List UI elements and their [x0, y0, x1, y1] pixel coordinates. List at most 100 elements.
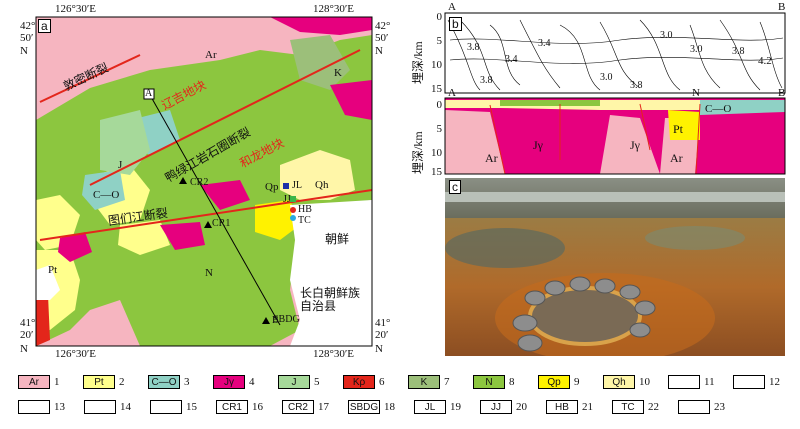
panel-c-letter: c	[449, 180, 461, 194]
label-K: K	[334, 67, 342, 79]
legend-swatch-11	[668, 375, 700, 389]
section-label-CO: C—O	[705, 103, 732, 115]
legend-swatch-3: C—O	[148, 375, 180, 389]
section-N	[500, 100, 600, 106]
section-label-Ar-2: Ar	[670, 151, 683, 165]
profile-b-tick-5: 5	[436, 35, 443, 47]
label-HB: HB	[298, 204, 312, 215]
profile-b-frame	[444, 12, 786, 94]
contour-label-9: 3.8	[480, 75, 493, 86]
legend-number-12: 12	[769, 376, 780, 388]
legend-swatch-10: Qh	[603, 375, 635, 389]
sample-TC	[290, 215, 296, 221]
section-Pt	[668, 110, 700, 140]
legend-number-18: 18	[384, 401, 395, 413]
legend-swatch-12	[733, 375, 765, 389]
legend-swatch-20: JJ	[480, 400, 512, 414]
sample-CR2	[179, 177, 187, 184]
label-county: 长白朝鲜族自治县	[300, 286, 361, 313]
legend-number-9: 9	[574, 376, 580, 388]
section-tick-5: 5	[436, 123, 443, 135]
coord-bottom-left: 126°30′E	[55, 348, 97, 360]
section-ylabel: 埋深/km	[411, 131, 425, 174]
label-TC: TC	[298, 215, 311, 226]
legend-swatch-13	[18, 400, 50, 414]
map-unit-Jg-3	[58, 232, 92, 262]
section-A: A	[448, 87, 456, 99]
contour-label-8: 3.0	[660, 30, 673, 41]
contour-label-2: 3.4	[505, 54, 518, 65]
panel-a-letter: a	[38, 19, 51, 33]
section-label-Pt: Pt	[673, 122, 684, 136]
section-B: B	[778, 87, 786, 99]
fault-yalujiang-south	[39, 189, 373, 241]
panel-b-letter: b	[449, 17, 462, 31]
legend-number-15: 15	[186, 401, 197, 413]
section-label-Ar-1: Ar	[485, 151, 498, 165]
section-Ar-left	[445, 110, 505, 174]
label-A: A	[145, 88, 153, 99]
section-frame	[444, 97, 786, 175]
label-N: N	[205, 267, 213, 279]
profile-b-tick-10: 10	[431, 59, 442, 71]
section-label-Jg-2: Jγ	[630, 138, 640, 152]
section-CO	[700, 100, 785, 115]
section-label-Jg-1: Jγ	[533, 138, 543, 152]
legend-number-10: 10	[639, 376, 650, 388]
legend-number-1: 1	[54, 376, 60, 388]
legend-number-11: 11	[704, 376, 715, 388]
label-JJ: JJ	[283, 194, 291, 205]
legend-number-8: 8	[509, 376, 515, 388]
map-unit-K	[290, 35, 350, 90]
coord-top-left: 126°30′E	[55, 3, 97, 15]
legend-swatch-9: Qp	[538, 375, 570, 389]
legend-number-14: 14	[120, 401, 131, 413]
map-unit-Jg-2	[330, 80, 372, 120]
coord-right-bottom-n: N	[375, 343, 383, 355]
legend-swatch-16: CR1	[216, 400, 248, 414]
sample-CR1	[204, 221, 212, 228]
label-Qp: Qp	[265, 181, 279, 193]
contour-label-3: 3.0	[600, 72, 613, 83]
label-J: J	[118, 159, 123, 171]
legend-number-4: 4	[249, 376, 255, 388]
legend-number-2: 2	[119, 376, 125, 388]
map-unit-Kp	[36, 295, 50, 346]
legend-swatch-17: CR2	[282, 400, 314, 414]
legend-number-13: 13	[54, 401, 65, 413]
label-Qh: Qh	[315, 179, 329, 191]
sample-HB	[290, 207, 296, 213]
legend-swatch-14	[84, 400, 116, 414]
coord-left-top-n: N	[20, 45, 28, 57]
map-unit-Jg-4	[200, 180, 250, 210]
legend-number-23: 23	[714, 401, 725, 413]
coord-right-bottom-min: 20′	[375, 329, 389, 341]
legend-number-6: 6	[379, 376, 385, 388]
coord-left-bottom-n: N	[20, 343, 28, 355]
legend-number-7: 7	[444, 376, 450, 388]
coord-left-bottom-deg: 41°	[20, 317, 36, 329]
legend-swatch-18: SBDG	[348, 400, 380, 414]
section-tick-10: 10	[431, 147, 442, 159]
legend-swatch-22: TC	[612, 400, 644, 414]
legend-swatch-5: J	[278, 375, 310, 389]
coord-left-top-min: 50′	[20, 32, 34, 44]
profile-b-B: B	[778, 1, 786, 13]
map-unit-Jg-1	[270, 17, 372, 35]
fault-dunmi	[39, 54, 141, 103]
label-JL: JL	[292, 180, 302, 191]
legend-swatch-2: Pt	[83, 375, 115, 389]
legend-swatch-8: N	[473, 375, 505, 389]
contour-label-7: 3.4	[538, 38, 551, 49]
coord-right-top-deg: 42°	[375, 20, 391, 32]
coord-right-top-min: 50′	[375, 32, 389, 44]
section-Ar-mid	[600, 115, 660, 174]
hot-spring-photo-svg	[445, 178, 785, 356]
label-CO: C—O	[93, 189, 120, 201]
map-korea-area	[290, 200, 372, 346]
coord-bottom-right: 128°30′E	[313, 348, 355, 360]
map-unit-Jg-5	[160, 222, 205, 250]
fault-yalujiang	[89, 49, 361, 186]
